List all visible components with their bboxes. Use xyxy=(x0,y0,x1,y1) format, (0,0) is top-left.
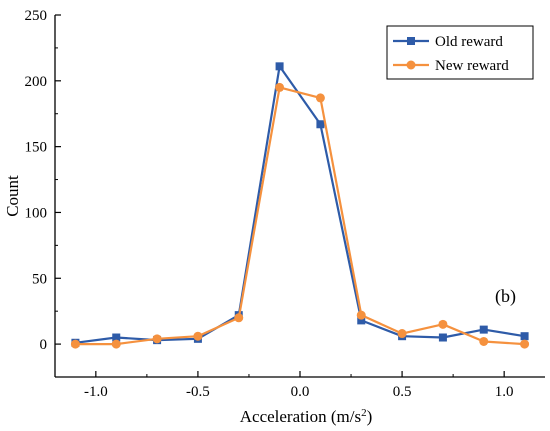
x-tick-label: 0.5 xyxy=(393,384,412,400)
x-tick-label: -1.0 xyxy=(84,384,108,400)
data-point-square xyxy=(275,62,284,71)
series-line xyxy=(75,65,525,344)
data-point-circle xyxy=(275,82,285,92)
data-point-square xyxy=(316,120,325,129)
x-axis-label-sup: 2 xyxy=(361,407,367,419)
data-point-circle xyxy=(152,334,162,344)
data-point-circle xyxy=(315,93,325,103)
legend-marker-circle xyxy=(406,60,416,70)
y-tick-label: 0 xyxy=(40,337,48,353)
data-point-circle xyxy=(70,339,80,349)
legend-item: Old reward xyxy=(393,34,503,50)
data-point-square xyxy=(357,316,366,325)
legend-marker-square xyxy=(407,37,415,45)
data-point-square xyxy=(479,325,488,334)
x-tick-label: 0.0 xyxy=(291,384,310,400)
series-layer xyxy=(70,62,530,349)
legend-label: New reward xyxy=(435,58,509,74)
y-tick-label: 50 xyxy=(32,271,47,287)
data-point-circle xyxy=(234,313,244,323)
series-1 xyxy=(71,62,529,347)
legend-box xyxy=(386,25,534,80)
legend-item: New reward xyxy=(393,58,509,74)
x-tick-label: -0.5 xyxy=(186,384,210,400)
y-tick-label: 250 xyxy=(25,8,48,24)
data-point-circle xyxy=(397,329,407,339)
data-point-square xyxy=(520,332,529,341)
x-axis-label: Acceleration (m/s2) xyxy=(240,407,372,426)
data-point-circle xyxy=(438,319,448,329)
series-line xyxy=(75,86,525,346)
data-point-circle xyxy=(479,336,489,346)
y-tick-label: 200 xyxy=(25,74,48,90)
data-point-square xyxy=(438,333,447,342)
data-point-square xyxy=(112,333,121,342)
axes: 0 50 100 150 200 250 -1.0 -0.5 0.0 0.5 1.0 xyxy=(25,8,545,400)
y-tick-label: 150 xyxy=(25,140,48,156)
data-point-circle xyxy=(193,331,203,341)
series-2 xyxy=(70,82,530,349)
y-axis-label: Count xyxy=(3,175,22,217)
data-point-circle xyxy=(520,339,530,349)
data-point-circle xyxy=(111,339,121,349)
legend: Old reward New reward xyxy=(386,25,534,80)
x-axis-label-end: ) xyxy=(367,407,373,426)
legend-label: Old reward xyxy=(435,34,503,50)
annotation-label: (b) xyxy=(495,286,516,307)
y-tick-label: 100 xyxy=(25,205,48,221)
x-tick-label: 1.0 xyxy=(495,384,514,400)
data-point-circle xyxy=(356,310,366,320)
x-axis-label-main: Acceleration (m/s xyxy=(240,407,361,426)
